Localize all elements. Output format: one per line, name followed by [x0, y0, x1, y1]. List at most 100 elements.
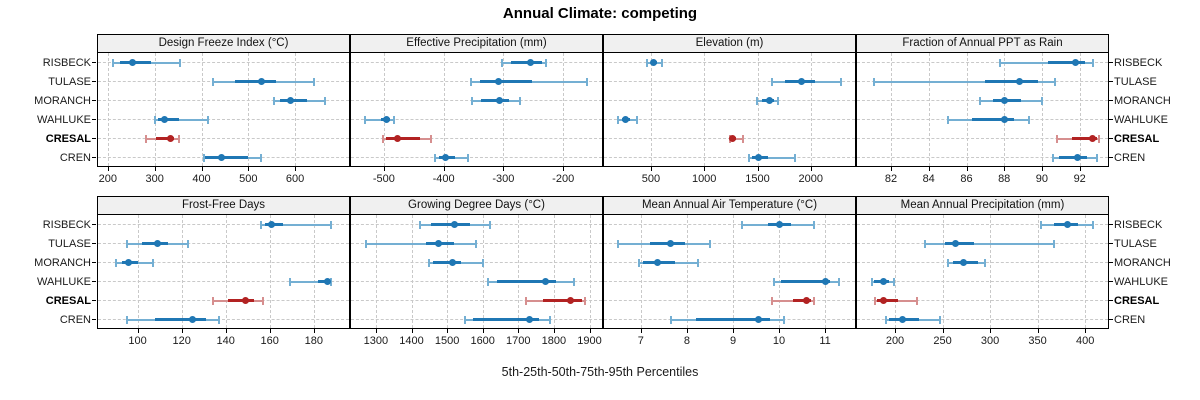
panel-plot-area	[350, 215, 603, 329]
axis-tick	[518, 329, 520, 333]
vertical-gridline	[589, 215, 591, 328]
whisker-cap	[572, 277, 575, 286]
site-tick	[92, 319, 96, 320]
axis-tick	[942, 329, 944, 333]
median-dot	[1074, 154, 1082, 161]
row-gridline	[857, 62, 1108, 63]
row-gridline	[604, 281, 855, 282]
site-tick	[1109, 62, 1113, 63]
panel-x-axis: -500 -400 -300 -200	[350, 167, 603, 191]
median-dot	[566, 297, 574, 304]
axis-tick-label: 100	[128, 335, 147, 347]
vertical-gridline	[779, 215, 780, 328]
bar-25-75	[205, 156, 249, 159]
panel-plot-area	[856, 215, 1113, 329]
bar-25-75	[157, 118, 179, 121]
axis-tick-label: 1500	[434, 335, 460, 347]
panel-strip-title: Effective Precipitation (mm)	[350, 34, 603, 53]
whisker-cap	[153, 115, 156, 124]
median-dot	[765, 97, 773, 104]
whisker-cap	[260, 153, 263, 162]
whisker-cap	[519, 96, 522, 105]
vertical-gridline	[1041, 53, 1043, 166]
whisker-cap	[259, 220, 262, 229]
row-gridline	[604, 119, 855, 120]
axis-tick-label: 82	[884, 173, 898, 185]
whisker-cap	[947, 258, 950, 267]
axis-tick-label: 1800	[541, 335, 567, 347]
whisker-cap	[1095, 153, 1098, 162]
axis-tick	[1041, 167, 1043, 171]
axis-tick	[686, 329, 688, 333]
whisker-cap	[771, 77, 774, 86]
axis-tick	[1079, 167, 1081, 171]
axis-tick	[383, 167, 385, 171]
site-tick	[92, 157, 96, 158]
median-dot	[166, 135, 174, 142]
panel-strip-title: Fraction of Annual PPT as Rain	[856, 34, 1109, 53]
median-dot	[729, 135, 737, 142]
whisker-cap	[1091, 220, 1094, 229]
whisker-cap	[999, 58, 1002, 67]
row-gridline	[857, 300, 1108, 301]
vertical-gridline	[1037, 215, 1039, 328]
axis-tick-label: 300	[145, 173, 164, 185]
site-label-risbeck: RISBECK	[1114, 56, 1163, 69]
axis-tick	[248, 167, 250, 171]
site-tick	[92, 100, 96, 101]
whisker-cap	[469, 77, 472, 86]
row-gridline	[857, 138, 1108, 139]
site-label-cresal: CRESAL	[1114, 132, 1160, 145]
bar-25-75	[511, 61, 542, 64]
axis-tick	[640, 329, 642, 333]
vertical-gridline	[295, 53, 297, 166]
axis-tick-label: 9	[729, 335, 737, 347]
whisker-5-95	[365, 118, 394, 121]
panel-x-axis: 82 84 86 88 90 92	[856, 167, 1109, 191]
site-tick	[92, 262, 96, 263]
whisker-5-95	[1000, 61, 1093, 64]
whisker-cap	[584, 296, 587, 305]
whisker-cap	[273, 96, 276, 105]
whisker-cap	[211, 296, 214, 305]
site-labels-left-row1: RISBECK TULASE MORANCH WAHLUKE CRESAL CREN	[0, 53, 91, 167]
panel-x-axis: 100 120 140 160 180	[97, 329, 350, 353]
vertical-gridline	[810, 53, 812, 166]
axis-tick-label: 1500	[745, 173, 770, 185]
whisker-cap	[923, 239, 926, 248]
bar-25-75	[235, 80, 277, 83]
site-labels-right-row1: RISBECK TULASE MORANCH WAHLUKE CRESAL CREN	[1114, 53, 1198, 167]
axis-tick	[650, 167, 652, 171]
row-gridline	[98, 62, 349, 63]
site-tick	[92, 81, 96, 82]
median-dot	[952, 240, 960, 247]
axis-tick	[563, 167, 565, 171]
whisker-cap	[330, 277, 333, 286]
whisker-cap	[669, 315, 672, 324]
vertical-gridline	[640, 215, 642, 328]
whisker-cap	[212, 77, 215, 86]
whisker-cap	[782, 315, 785, 324]
median-dot	[1015, 78, 1023, 85]
figure-title: Annual Climate: competing	[502, 5, 698, 22]
row-gridline	[351, 119, 602, 120]
whisker-cap	[1056, 134, 1058, 143]
whisker-cap	[1027, 115, 1030, 124]
whisker-cap	[381, 134, 384, 143]
axis-tick-label: 1300	[363, 335, 389, 347]
vertical-gridline	[650, 53, 652, 166]
site-labels-right-row2: RISBECK TULASE MORANCH WAHLUKE CRESAL CREN	[1114, 215, 1198, 329]
site-tick	[1109, 319, 1113, 320]
row-gridline	[604, 262, 855, 263]
median-dot	[125, 259, 133, 266]
axis-tick-label: -400	[432, 173, 455, 185]
site-label-tulase: TULASE	[1114, 237, 1157, 250]
median-dot	[153, 240, 161, 247]
whisker-cap	[893, 277, 896, 286]
panel-x-axis: 200 250 300 350 400	[856, 329, 1109, 353]
vertical-gridline	[503, 53, 505, 166]
panel-strip-title: Elevation (m)	[603, 34, 856, 53]
site-tick	[92, 300, 96, 301]
panel-x-axis: 7 8 9 10 11	[603, 329, 856, 353]
